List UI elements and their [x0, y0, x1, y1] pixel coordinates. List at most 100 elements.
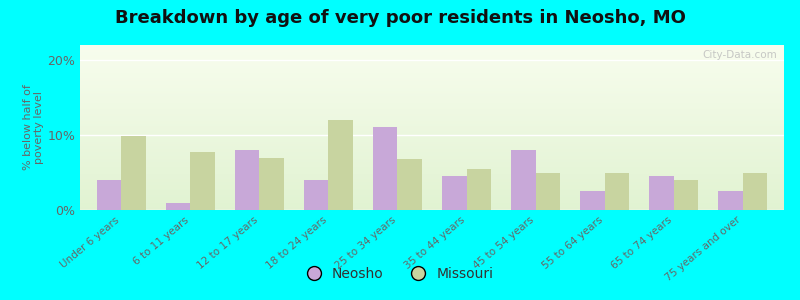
- Bar: [80, 182, 784, 184]
- Bar: [80, 152, 784, 154]
- Bar: [80, 68, 784, 70]
- Bar: [80, 149, 784, 151]
- Text: City-Data.com: City-Data.com: [702, 50, 777, 60]
- Bar: [80, 203, 784, 205]
- Bar: [80, 188, 784, 190]
- Bar: [80, 202, 784, 203]
- Bar: [80, 126, 784, 128]
- Bar: [80, 98, 784, 99]
- Bar: [80, 162, 784, 164]
- Bar: [80, 172, 784, 174]
- Bar: [80, 93, 784, 94]
- Bar: [80, 122, 784, 124]
- Bar: [80, 124, 784, 126]
- Bar: [80, 155, 784, 157]
- Bar: [80, 167, 784, 169]
- Bar: [80, 94, 784, 96]
- Bar: [80, 165, 784, 167]
- Bar: [718, 191, 742, 210]
- Bar: [535, 172, 560, 210]
- Bar: [80, 71, 784, 73]
- Bar: [304, 180, 329, 210]
- Bar: [80, 60, 784, 61]
- Y-axis label: % below half of
poverty level: % below half of poverty level: [23, 85, 45, 170]
- Bar: [80, 53, 784, 55]
- Bar: [605, 172, 629, 210]
- Bar: [98, 180, 122, 210]
- Bar: [80, 76, 784, 78]
- Bar: [80, 147, 784, 149]
- Bar: [80, 129, 784, 131]
- Bar: [235, 150, 259, 210]
- Bar: [80, 136, 784, 137]
- Bar: [80, 111, 784, 112]
- Bar: [80, 175, 784, 177]
- Bar: [80, 46, 784, 48]
- Bar: [742, 172, 766, 210]
- Bar: [80, 177, 784, 178]
- Bar: [329, 120, 353, 210]
- Bar: [80, 197, 784, 199]
- Bar: [80, 81, 784, 83]
- Bar: [80, 192, 784, 194]
- Bar: [650, 176, 674, 210]
- Bar: [80, 88, 784, 89]
- Bar: [80, 73, 784, 75]
- Bar: [80, 141, 784, 142]
- Bar: [80, 80, 784, 81]
- Bar: [80, 106, 784, 108]
- Bar: [80, 200, 784, 202]
- Bar: [80, 114, 784, 116]
- Bar: [190, 152, 214, 210]
- Bar: [80, 132, 784, 134]
- Bar: [80, 185, 784, 187]
- Bar: [80, 78, 784, 80]
- Bar: [80, 61, 784, 63]
- Bar: [80, 194, 784, 195]
- Bar: [580, 191, 605, 210]
- Bar: [80, 104, 784, 106]
- Bar: [80, 195, 784, 197]
- Bar: [80, 139, 784, 141]
- Bar: [80, 50, 784, 52]
- Bar: [259, 158, 284, 210]
- Bar: [398, 159, 422, 210]
- Bar: [80, 134, 784, 136]
- Bar: [80, 58, 784, 60]
- Bar: [80, 144, 784, 146]
- Bar: [80, 169, 784, 170]
- Bar: [80, 52, 784, 53]
- Bar: [80, 190, 784, 192]
- Bar: [80, 112, 784, 114]
- Bar: [80, 137, 784, 139]
- Bar: [80, 164, 784, 165]
- Bar: [80, 174, 784, 175]
- Bar: [80, 99, 784, 101]
- Legend: Neosho, Missouri: Neosho, Missouri: [301, 262, 499, 287]
- Bar: [80, 45, 784, 46]
- Bar: [80, 170, 784, 172]
- Bar: [80, 65, 784, 66]
- Bar: [80, 91, 784, 93]
- Bar: [80, 75, 784, 76]
- Bar: [80, 101, 784, 103]
- Bar: [674, 180, 698, 210]
- Bar: [80, 151, 784, 152]
- Bar: [122, 136, 146, 210]
- Bar: [80, 208, 784, 210]
- Bar: [80, 187, 784, 188]
- Bar: [80, 96, 784, 98]
- Bar: [80, 178, 784, 180]
- Bar: [80, 103, 784, 104]
- Bar: [80, 83, 784, 85]
- Bar: [374, 128, 398, 210]
- Bar: [511, 150, 535, 210]
- Bar: [80, 154, 784, 155]
- Bar: [80, 142, 784, 144]
- Bar: [80, 56, 784, 58]
- Bar: [80, 199, 784, 200]
- Bar: [80, 66, 784, 68]
- Bar: [80, 160, 784, 162]
- Bar: [80, 159, 784, 161]
- Bar: [80, 116, 784, 118]
